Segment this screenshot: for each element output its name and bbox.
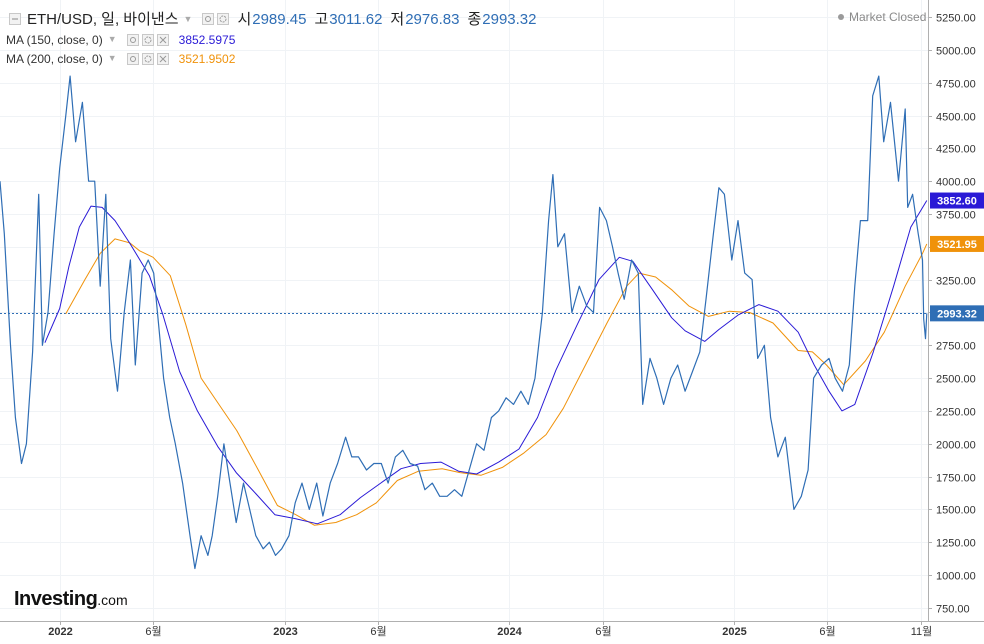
x-tick-label: 6월 <box>370 625 386 638</box>
y-tick-label: 2500.00 <box>936 374 976 386</box>
symbol-label[interactable]: ETH/USD, 일, 바이낸스 <box>27 10 179 28</box>
ma200-price-tag: 3521.95 <box>937 239 977 251</box>
y-tick-label: 750.00 <box>936 604 970 616</box>
open-value: 2989.45 <box>252 10 307 28</box>
y-tick-label: 3250.00 <box>936 276 976 288</box>
open-label: 시 <box>237 10 252 28</box>
x-tick-label: 6월 <box>595 625 611 638</box>
y-tick-label: 2250.00 <box>936 407 976 419</box>
y-tick-label: 1250.00 <box>936 538 976 550</box>
x-tick-label: 11월 <box>911 625 933 638</box>
high-label: 고 <box>314 10 329 28</box>
eye-icon[interactable] <box>126 52 139 65</box>
ma200-value: 3521.9502 <box>178 51 236 66</box>
ma200-label[interactable]: MA (200, close, 0) <box>6 51 103 66</box>
low-value: 2976.83 <box>405 10 460 28</box>
x-tick-label: 6월 <box>145 625 161 638</box>
ma150-price-tag-bg <box>930 192 984 209</box>
ma150-line <box>44 200 928 525</box>
y-tick-label: 2750.00 <box>936 341 976 353</box>
chevron-down-icon[interactable]: ▼ <box>183 13 193 24</box>
x-tick-label: 2025 <box>722 626 746 638</box>
close-value: 2993.32 <box>482 10 537 28</box>
chevron-down-icon[interactable]: ▼ <box>107 34 117 44</box>
eye-icon[interactable] <box>202 13 215 25</box>
x-tick-label: 2024 <box>497 626 522 638</box>
close-label: 종 <box>467 10 482 28</box>
y-tick-label: 1000.00 <box>936 571 976 583</box>
symbol-row: ETH/USD, 일, 바이낸스 ▼ 시 2989.45 고 3011.62 저… <box>6 8 537 30</box>
market-status-label: Market Closed <box>849 10 927 24</box>
x-tick-label: 6월 <box>819 625 835 638</box>
status-dot-icon <box>838 14 844 20</box>
price-line <box>0 75 928 570</box>
market-status: Market Closed <box>838 10 926 24</box>
ma150-row: MA (150, close, 0) ▼ 3852.5975 <box>6 30 537 49</box>
ma200-line <box>65 238 928 526</box>
y-tick-label: 4250.00 <box>936 144 976 156</box>
y-tick-label: 4750.00 <box>936 79 976 91</box>
y-tick-label: 1500.00 <box>936 505 976 517</box>
settings-icon[interactable] <box>141 52 154 65</box>
high-value: 3011.62 <box>329 10 383 28</box>
chart-legend: ETH/USD, 일, 바이낸스 ▼ 시 2989.45 고 3011.62 저… <box>6 8 537 68</box>
ma150-value: 3852.5975 <box>178 32 236 47</box>
y-tick-label: 3750.00 <box>936 210 976 222</box>
y-tick-label: 5000.00 <box>936 46 976 58</box>
y-tick-label: 2000.00 <box>936 440 976 452</box>
settings-icon[interactable] <box>217 13 230 25</box>
series-layer <box>0 75 928 570</box>
settings-icon[interactable] <box>141 33 154 46</box>
ma150-label[interactable]: MA (150, close, 0) <box>6 32 103 47</box>
close-icon[interactable] <box>156 33 169 46</box>
close-icon[interactable] <box>156 52 169 65</box>
y-tick-label: 4500.00 <box>936 112 976 124</box>
last-price-tag: 2993.32 <box>937 308 977 320</box>
ma200-row: MA (200, close, 0) ▼ 3521.9502 <box>6 49 537 68</box>
investing-logo: Investing.com <box>14 588 128 611</box>
x-tick-label: 2023 <box>273 626 297 638</box>
y-tick-label: 5250.00 <box>936 13 976 25</box>
ma200-price-tag-bg <box>930 235 984 252</box>
collapse-icon[interactable] <box>9 13 21 25</box>
chevron-down-icon[interactable]: ▼ <box>107 53 117 63</box>
logo-domain: .com <box>97 592 128 608</box>
ma150-price-tag: 3852.60 <box>937 196 977 208</box>
low-label: 저 <box>390 10 405 28</box>
eye-icon[interactable] <box>126 33 139 46</box>
logo-name: Investing <box>14 588 98 610</box>
y-tick-label: 4000.00 <box>936 177 976 189</box>
last-price-tag-bg <box>930 305 984 322</box>
x-tick-label: 2022 <box>48 626 72 638</box>
y-tick-label: 1750.00 <box>936 473 976 485</box>
